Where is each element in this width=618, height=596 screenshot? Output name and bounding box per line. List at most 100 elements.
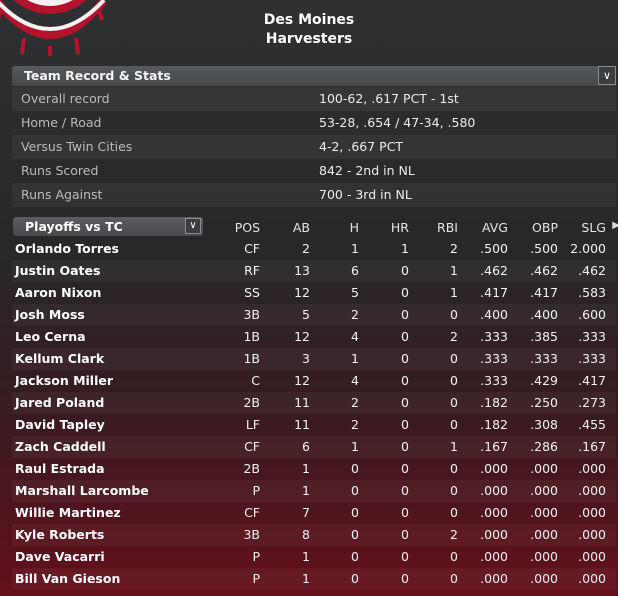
stat-rbi: 0 xyxy=(450,395,458,410)
player-name[interactable]: David Tapley xyxy=(15,417,105,432)
column-header-obp[interactable]: OBP xyxy=(532,220,558,235)
stat-obp: .000 xyxy=(530,527,558,542)
column-header-h[interactable]: H xyxy=(349,220,359,235)
stat-slg: .455 xyxy=(578,417,606,432)
player-name[interactable]: Dave Vacarri xyxy=(15,549,105,564)
player-row[interactable]: Raul Estrada 2B 1 0 0 0 .000 .000 .000 xyxy=(12,458,616,480)
stat-obp: .500 xyxy=(530,241,558,256)
player-name[interactable]: Marshall Larcombe xyxy=(15,483,149,498)
stat-h: 0 xyxy=(351,461,359,476)
player-row[interactable]: Marshall Larcombe P 1 0 0 0 .000 .000 .000 xyxy=(12,480,616,502)
player-row[interactable]: Leo Cerna 1B 12 4 0 2 .333 .385 .333 xyxy=(12,326,616,348)
stat-ab: 11 xyxy=(294,395,310,410)
stat-obp: .333 xyxy=(530,351,558,366)
player-row[interactable]: Jackson Miller C 12 4 0 0 .333 .429 .417 xyxy=(12,370,616,392)
player-name[interactable]: Willie Martinez xyxy=(15,505,121,520)
stat-slg: .167 xyxy=(578,439,606,454)
stat-avg: .000 xyxy=(480,461,508,476)
stat-rbi: 2 xyxy=(450,241,458,256)
player-row[interactable]: Willie Martinez CF 7 0 0 0 .000 .000 .000 xyxy=(12,502,616,524)
stat-slg: .417 xyxy=(578,373,606,388)
stat-h: 4 xyxy=(351,329,359,344)
stat-avg: .417 xyxy=(480,285,508,300)
record-label: Runs Scored xyxy=(21,163,99,178)
team-logo-bunting xyxy=(0,0,106,56)
stat-slg: .000 xyxy=(578,505,606,520)
stat-pos: LF xyxy=(245,417,260,432)
stats-table-header: Playoffs vs TC ∨ POS AB H HR RBI AVG OBP SLG ▶ xyxy=(0,216,618,238)
column-header-avg[interactable]: AVG xyxy=(482,220,508,235)
stat-h: 2 xyxy=(351,307,359,322)
player-row[interactable]: Bill Van Gieson P 1 0 0 0 .000 .000 .000 xyxy=(12,568,616,590)
stat-avg: .000 xyxy=(480,527,508,542)
stat-pos: 1B xyxy=(243,351,260,366)
player-name[interactable]: Bill Van Gieson xyxy=(15,571,121,586)
stat-pos: RF xyxy=(244,263,260,278)
column-header-ab[interactable]: AB xyxy=(292,220,310,235)
player-name[interactable]: Orlando Torres xyxy=(15,241,119,256)
stat-slg: .000 xyxy=(578,461,606,476)
team-record-section-header[interactable]: Team Record & Stats ∨ xyxy=(12,66,616,86)
player-name[interactable]: Josh Moss xyxy=(15,307,85,322)
player-name[interactable]: Kellum Clark xyxy=(15,351,105,366)
stat-hr: 0 xyxy=(401,329,409,344)
stat-hr: 0 xyxy=(401,571,409,586)
player-row[interactable]: Justin Oates RF 13 6 0 1 .462 .462 .462 xyxy=(12,260,616,282)
player-name[interactable]: Zach Caddell xyxy=(15,439,106,454)
player-name[interactable]: Kyle Roberts xyxy=(15,527,105,542)
stat-obp: .417 xyxy=(530,285,558,300)
player-name[interactable]: Raul Estrada xyxy=(15,461,105,476)
stat-ab: 3 xyxy=(302,351,310,366)
split-dropdown[interactable]: Playoffs vs TC ∨ xyxy=(13,217,203,236)
stat-pos: C xyxy=(251,373,260,388)
stat-obp: .000 xyxy=(530,549,558,564)
chevron-down-icon[interactable]: ∨ xyxy=(598,66,616,85)
stat-avg: .333 xyxy=(480,351,508,366)
player-name[interactable]: Aaron Nixon xyxy=(15,285,102,300)
scroll-right-arrow-icon[interactable]: ▶ xyxy=(612,220,618,231)
player-row[interactable]: Kyle Roberts 3B 8 0 0 2 .000 .000 .000 xyxy=(12,524,616,546)
player-row[interactable]: Josh Moss 3B 5 2 0 0 .400 .400 .600 xyxy=(12,304,616,326)
column-header-slg[interactable]: SLG xyxy=(581,220,606,235)
stat-obp: .400 xyxy=(530,307,558,322)
stat-h: 1 xyxy=(351,241,359,256)
stat-pos: CF xyxy=(244,241,260,256)
column-header-pos[interactable]: POS xyxy=(234,220,260,235)
player-name[interactable]: Jackson Miller xyxy=(15,373,114,388)
stat-hr: 0 xyxy=(401,307,409,322)
stat-hr: 0 xyxy=(401,439,409,454)
player-row[interactable]: Jared Poland 2B 11 2 0 0 .182 .250 .273 xyxy=(12,392,616,414)
column-header-hr[interactable]: HR xyxy=(390,220,409,235)
column-header-rbi[interactable]: RBI xyxy=(437,220,458,235)
player-name[interactable]: Leo Cerna xyxy=(15,329,86,344)
stat-avg: .000 xyxy=(480,483,508,498)
stat-slg: 2.000 xyxy=(570,241,606,256)
player-row[interactable]: Aaron Nixon SS 12 5 0 1 .417 .417 .583 xyxy=(12,282,616,304)
stat-avg: .000 xyxy=(480,571,508,586)
record-label: Home / Road xyxy=(21,115,102,130)
stat-hr: 0 xyxy=(401,527,409,542)
stat-hr: 0 xyxy=(401,395,409,410)
chevron-down-icon[interactable]: ∨ xyxy=(185,218,201,234)
stat-pos: P xyxy=(252,571,260,586)
record-value: 100-62, .617 PCT - 1st xyxy=(319,91,459,106)
stat-avg: .182 xyxy=(480,417,508,432)
stat-ab: 6 xyxy=(302,439,310,454)
stat-obp: .286 xyxy=(530,439,558,454)
stat-hr: 0 xyxy=(401,417,409,432)
stat-obp: .000 xyxy=(530,483,558,498)
stat-slg: .000 xyxy=(578,571,606,586)
stat-ab: 7 xyxy=(302,505,310,520)
player-row[interactable]: Kellum Clark 1B 3 1 0 0 .333 .333 .333 xyxy=(12,348,616,370)
stat-ab: 1 xyxy=(302,571,310,586)
stat-h: 4 xyxy=(351,373,359,388)
player-name[interactable]: Jared Poland xyxy=(15,395,105,410)
player-row[interactable]: Orlando Torres CF 2 1 1 2 .500 .500 2.000 xyxy=(12,238,616,260)
stat-pos: 3B xyxy=(243,527,260,542)
player-row[interactable]: Dave Vacarri P 1 0 0 0 .000 .000 .000 xyxy=(12,546,616,568)
stat-h: 6 xyxy=(351,263,359,278)
player-row[interactable]: Zach Caddell CF 6 1 0 1 .167 .286 .167 xyxy=(12,436,616,458)
player-name[interactable]: Justin Oates xyxy=(15,263,101,278)
stat-h: 1 xyxy=(351,351,359,366)
player-row[interactable]: David Tapley LF 11 2 0 0 .182 .308 .455 xyxy=(12,414,616,436)
